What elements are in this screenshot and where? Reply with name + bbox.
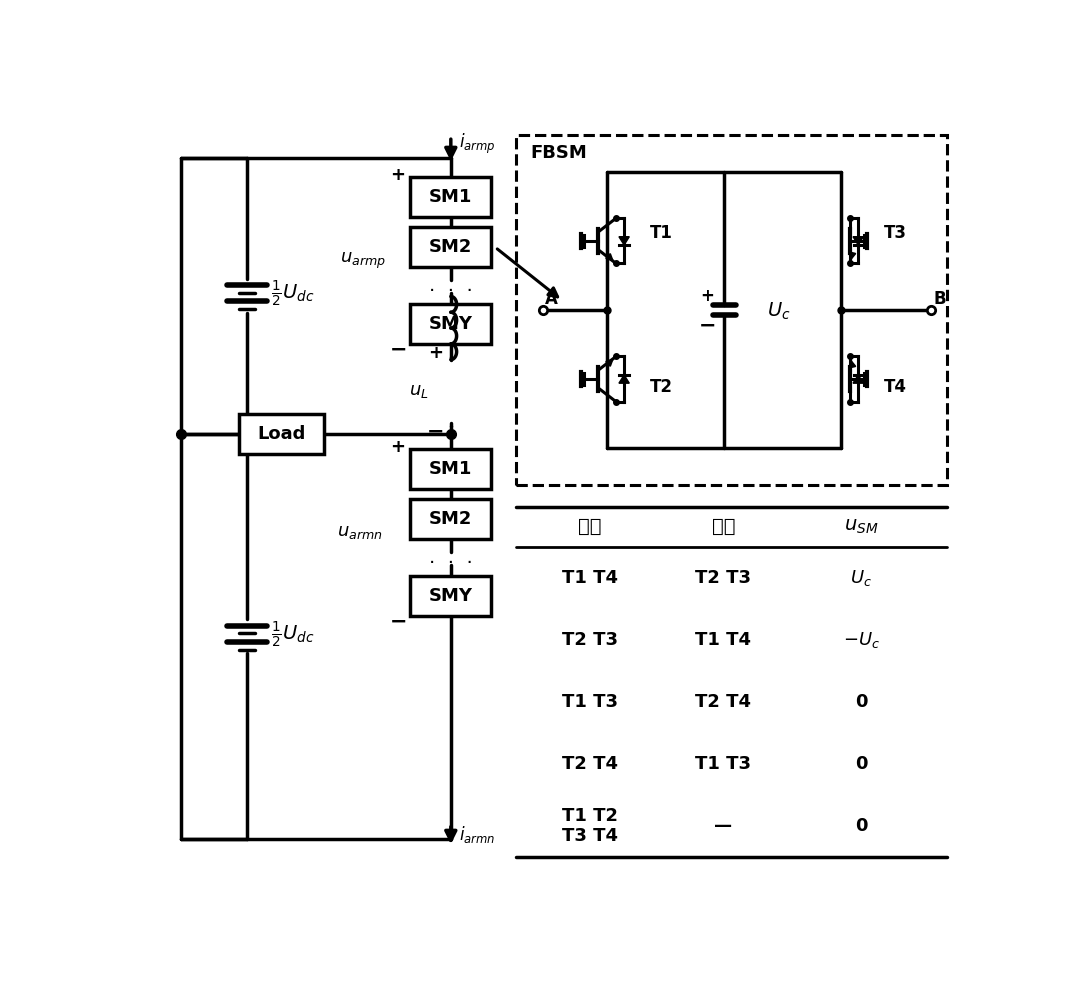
Polygon shape [853,237,863,245]
Text: T2 T4: T2 T4 [561,755,618,773]
Text: +: + [700,287,714,305]
Text: 0: 0 [855,755,868,773]
Polygon shape [619,375,629,383]
Text: $-U_c$: $-U_c$ [843,629,880,650]
Text: T1: T1 [650,224,673,243]
Text: $\frac{1}{2}U_{dc}$: $\frac{1}{2}U_{dc}$ [271,279,315,309]
Text: −: − [699,315,716,336]
Text: $i_{armn}$: $i_{armn}$ [459,824,495,846]
Text: T1 T2
T3 T4: T1 T2 T3 T4 [561,806,618,846]
Text: T2 T4: T2 T4 [695,693,751,711]
Text: −: − [389,612,407,631]
Text: T3: T3 [884,224,907,243]
Text: SM2: SM2 [429,239,472,256]
Text: SM1: SM1 [429,189,472,206]
Text: +: + [390,166,405,184]
Text: A: A [545,291,558,308]
Bar [411,227,492,267]
Text: $U_c$: $U_c$ [766,300,790,322]
Text: +: + [390,438,405,456]
Text: ·  ·  ·: · · · [429,283,473,301]
Text: T4: T4 [884,378,907,396]
Text: 闭合: 闭合 [578,518,602,536]
Bar [239,413,324,454]
Text: 0: 0 [855,693,868,711]
Text: ·  ·  ·: · · · [429,554,473,573]
Text: $i_{armp}$: $i_{armp}$ [459,132,495,156]
Text: +: + [428,345,443,362]
Text: SM1: SM1 [429,460,472,478]
Bar [411,177,492,217]
Text: $u_{armn}$: $u_{armn}$ [338,523,384,541]
Text: $\frac{1}{2}U_{dc}$: $\frac{1}{2}U_{dc}$ [271,620,315,650]
Text: SMY: SMY [428,587,473,605]
Text: $u_L$: $u_L$ [409,382,428,401]
Text: SM2: SM2 [429,510,472,528]
Bar [411,499,492,539]
Text: 0: 0 [855,817,868,835]
Polygon shape [853,375,863,383]
Text: T1 T4: T1 T4 [561,569,618,587]
Text: T2: T2 [650,378,673,396]
Bar [411,449,492,489]
Text: $U_c$: $U_c$ [850,568,872,588]
Bar [411,304,492,345]
Text: T2 T3: T2 T3 [695,569,751,587]
Text: Load: Load [257,424,305,443]
Text: SMY: SMY [428,315,473,333]
Text: −: − [426,421,445,441]
Text: B: B [934,291,946,308]
Text: T1 T4: T1 T4 [695,630,751,649]
Text: 关断: 关断 [712,518,735,536]
Text: T1 T3: T1 T3 [561,693,618,711]
Bar [411,576,492,616]
Text: $u_{armp}$: $u_{armp}$ [340,250,386,271]
Text: T2 T3: T2 T3 [561,630,618,649]
Text: $u_{SM}$: $u_{SM}$ [844,518,879,536]
Text: −: − [389,340,407,359]
Text: —: — [714,817,732,835]
Polygon shape [619,237,629,245]
Bar [517,135,947,485]
Text: FBSM: FBSM [530,144,586,162]
Text: T1 T3: T1 T3 [695,755,751,773]
